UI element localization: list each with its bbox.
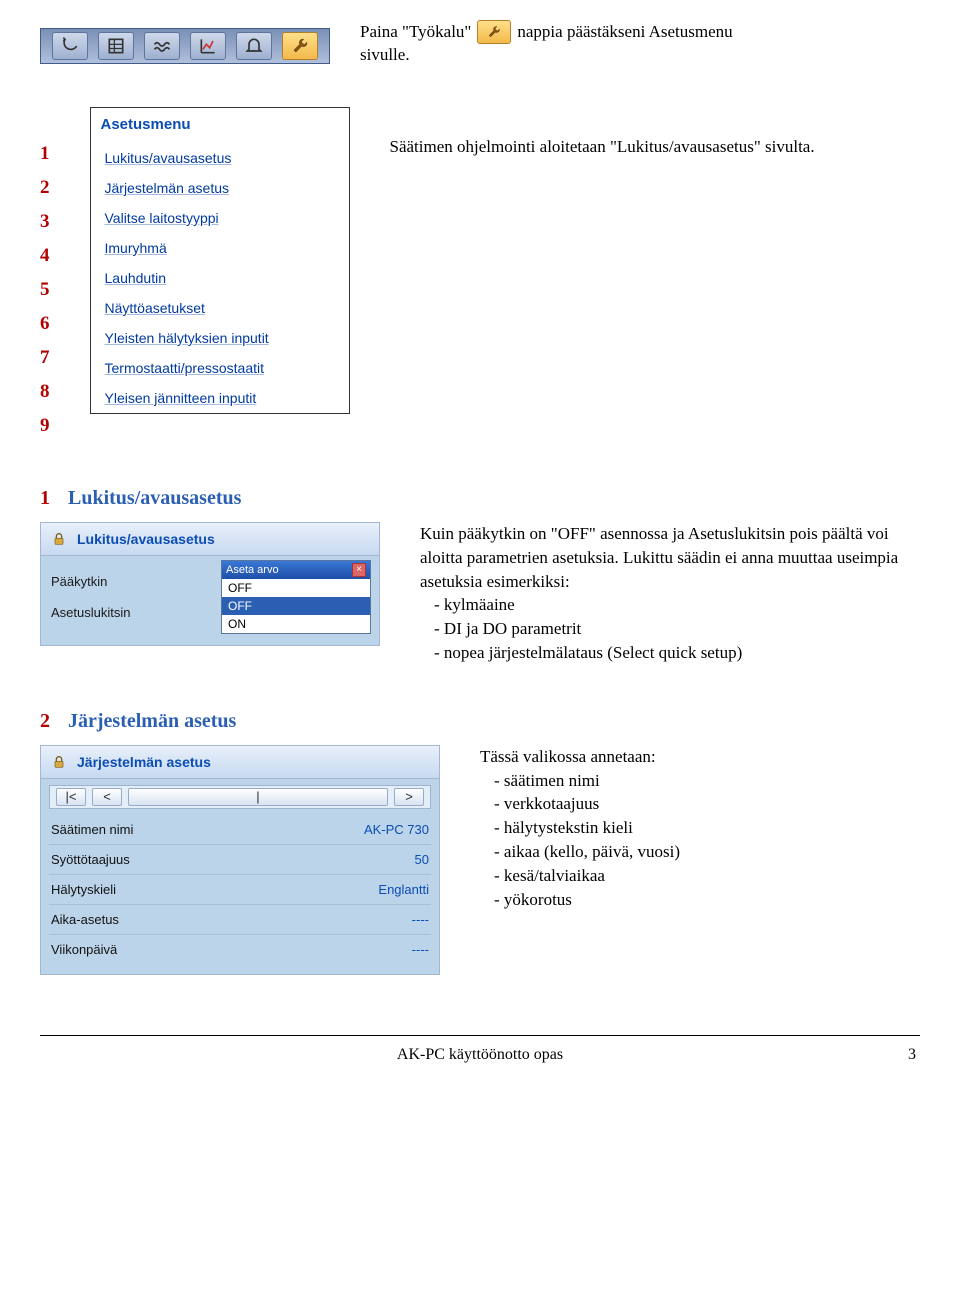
section2-title: Järjestelmän asetus xyxy=(68,710,236,733)
menu-number: 2 xyxy=(40,177,50,199)
section1-number: 1 xyxy=(40,487,50,510)
menu-number: 3 xyxy=(40,211,50,233)
menu-item[interactable]: Valitse laitostyyppi xyxy=(91,203,349,233)
nav-prev-button[interactable]: < xyxy=(92,788,122,806)
section2-number: 2 xyxy=(40,710,50,733)
s2-desc-b4: - aikaa (kello, päivä, vuosi) xyxy=(480,840,920,864)
dropdown-option[interactable]: ON xyxy=(222,615,370,633)
menu-item[interactable]: Näyttöasetukset xyxy=(91,293,349,323)
top-text-1b: nappia päästäkseni Asetusmenu xyxy=(517,21,732,44)
top-toolbar xyxy=(40,28,330,64)
s1-desc-b2: - DI ja DO parametrit xyxy=(420,617,920,641)
page-footer: AK-PC käyttöönotto opas 3 xyxy=(40,1035,920,1074)
jarjestelma-panel-title: Järjestelmän asetus xyxy=(77,754,211,770)
settings-row[interactable]: Viikonpäivä ---- xyxy=(49,935,431,964)
menu-number: 9 xyxy=(40,415,50,437)
alarm-icon[interactable] xyxy=(236,32,272,60)
menu-number: 5 xyxy=(40,279,50,301)
settings-row-value: AK-PC 730 xyxy=(364,822,429,837)
section2-description: Tässä valikossa annetaan: - säätimen nim… xyxy=(480,745,920,912)
dropdown-option[interactable]: OFF xyxy=(222,597,370,615)
settings-row[interactable]: Säätimen nimi AK-PC 730 xyxy=(49,815,431,845)
lock-icon xyxy=(49,529,69,549)
menu-numbers-column: 1 2 3 4 5 6 7 8 9 xyxy=(40,107,50,437)
nav-next-button[interactable]: > xyxy=(394,788,424,806)
settings-row-value: Englantti xyxy=(378,882,429,897)
footer-center: AK-PC käyttöönotto opas xyxy=(397,1046,563,1064)
settings-row-label: Syöttötaajuus xyxy=(51,852,130,867)
s2-desc-b6: - yökorotus xyxy=(480,888,920,912)
chart-icon[interactable] xyxy=(190,32,226,60)
s2-desc-h: Tässä valikossa annetaan: xyxy=(480,745,920,769)
section1-description: Kuin pääkytkin on "OFF" asennossa ja Ase… xyxy=(420,522,920,665)
s2-desc-b5: - kesä/talviaikaa xyxy=(480,864,920,888)
settings-row-label: Säätimen nimi xyxy=(51,822,133,837)
top-text-1a: Paina "Työkalu" xyxy=(360,21,471,44)
waves-icon[interactable] xyxy=(144,32,180,60)
menu-item[interactable]: Lauhdutin xyxy=(91,263,349,293)
menu-number: 1 xyxy=(40,143,50,165)
s2-desc-b2: - verkkotaajuus xyxy=(480,792,920,816)
menu-number: 8 xyxy=(40,381,50,403)
menu-item[interactable]: Imuryhmä xyxy=(91,233,349,263)
nav-first-button[interactable]: |< xyxy=(56,788,86,806)
inline-wrench-icon xyxy=(477,20,511,44)
menu-item[interactable]: Yleisen jännitteen inputit xyxy=(91,383,349,413)
settings-row[interactable]: Aika-asetus ---- xyxy=(49,905,431,935)
menu-number: 6 xyxy=(40,313,50,335)
menu-right-text: Säätimen ohjelmointi aloitetaan "Lukitus… xyxy=(390,107,921,157)
footer-page-number: 3 xyxy=(908,1046,916,1064)
asetusmenu-title: Asetusmenu xyxy=(91,108,349,143)
nav-bar: |< < | > xyxy=(49,785,431,809)
dropdown-option[interactable]: OFF xyxy=(222,579,370,597)
settings-row-label: Viikonpäivä xyxy=(51,942,117,957)
jarjestelma-panel: Järjestelmän asetus |< < | > Säätimen ni… xyxy=(40,745,440,975)
dropdown-title: Aseta arvo xyxy=(226,564,279,576)
menu-item[interactable]: Järjestelmän asetus xyxy=(91,173,349,203)
top-text-2: sivulle. xyxy=(360,44,920,67)
lukitus-panel: Lukitus/avausasetus Pääkytkin OFF Asetus… xyxy=(40,522,380,646)
s2-desc-b3: - hälytystekstin kieli xyxy=(480,816,920,840)
s2-desc-b1: - säätimen nimi xyxy=(480,769,920,793)
section1-title: Lukitus/avausasetus xyxy=(68,487,241,510)
s1-desc-b3: - nopea järjestelmälataus (Select quick … xyxy=(420,641,920,665)
s1-desc-p1: Kuin pääkytkin on "OFF" asennossa ja Ase… xyxy=(420,522,920,593)
settings-row-value: 50 xyxy=(415,852,429,867)
cycle-icon[interactable] xyxy=(52,32,88,60)
lukitus-panel-title: Lukitus/avausasetus xyxy=(77,531,215,547)
wrench-icon[interactable] xyxy=(282,32,318,60)
menu-number: 4 xyxy=(40,245,50,267)
menu-number: 7 xyxy=(40,347,50,369)
settings-row[interactable]: Hälytyskieli Englantti xyxy=(49,875,431,905)
settings-row-label: Hälytyskieli xyxy=(51,882,116,897)
menu-item[interactable]: Lukitus/avausasetus xyxy=(91,143,349,173)
asetuslukitsin-label: Asetuslukitsin xyxy=(51,605,130,620)
menu-item[interactable]: Yleisten hälytyksien inputit xyxy=(91,323,349,353)
asetusmenu-panel: Asetusmenu Lukitus/avausasetusJärjestelm… xyxy=(90,107,350,414)
close-icon[interactable]: × xyxy=(352,563,366,577)
lock-icon xyxy=(49,752,69,772)
settings-row-value: ---- xyxy=(412,942,429,957)
table-icon[interactable] xyxy=(98,32,134,60)
settings-row[interactable]: Syöttötaajuus 50 xyxy=(49,845,431,875)
settings-row-label: Aika-asetus xyxy=(51,912,119,927)
paakytkin-label: Pääkytkin xyxy=(51,574,107,589)
settings-row-value: ---- xyxy=(412,912,429,927)
dropdown-popup: Aseta arvo × OFFOFFON xyxy=(221,560,371,634)
top-instruction: Paina "Työkalu" nappia päästäkseni Asetu… xyxy=(360,20,920,67)
s1-desc-b1: - kylmäaine xyxy=(420,593,920,617)
menu-item[interactable]: Termostaatti/pressostaatit xyxy=(91,353,349,383)
nav-pos-button[interactable]: | xyxy=(128,788,388,806)
